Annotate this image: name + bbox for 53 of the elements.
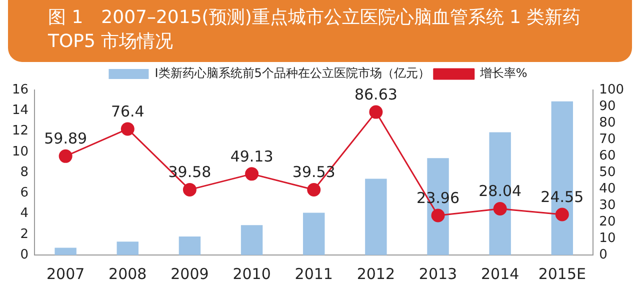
point: [182, 182, 196, 196]
bar: [116, 242, 139, 255]
y2-tick-label: 70: [599, 132, 616, 147]
data-label: 86.63: [354, 85, 398, 104]
x-tick-label: 2012: [356, 264, 396, 283]
x-tick-label: 2014: [480, 264, 520, 283]
x-tick-label: 2011: [294, 264, 333, 283]
point: [58, 149, 72, 163]
point: [555, 208, 569, 222]
y2-tick-label: 80: [599, 115, 616, 130]
x-tick-label: 2010: [232, 264, 271, 283]
point: [245, 167, 259, 181]
y-tick-label: 14: [12, 103, 29, 118]
bar: [240, 225, 263, 255]
data-label: 28.04: [478, 182, 522, 200]
y-tick-label: 12: [12, 124, 29, 139]
point: [307, 183, 321, 197]
data-label: 24.55: [540, 188, 584, 206]
data-label: 49.13: [230, 147, 274, 166]
data-label: 59.89: [44, 130, 88, 148]
legend-label: I类新药心脑系统前5个品种在公立医院市场（亿元）: [154, 66, 430, 80]
y-tick-label: 0: [20, 247, 29, 262]
y2-tick-label: 40: [599, 181, 616, 196]
point: [493, 202, 507, 216]
chart-title: 图 1 2007–2015(预测)重点城市公立医院心脑血管系统 1 类新药 TOP5 市场情况: [8, 0, 632, 62]
y2-tick-label: 10: [599, 230, 616, 246]
y2-tick-label: 0: [599, 247, 608, 262]
y-tick-label: 16: [12, 82, 29, 98]
data-label: 76.4: [110, 102, 144, 120]
bar: [178, 236, 201, 255]
legend-label: 增长率%: [478, 66, 528, 80]
y-tick-label: 4: [20, 206, 29, 222]
x-tick-label: 2013: [418, 264, 458, 283]
bar: [365, 178, 387, 255]
point: [120, 122, 134, 136]
y2-tick-label: 50: [599, 164, 616, 180]
y-tick-label: 10: [12, 144, 29, 160]
point: [369, 105, 383, 119]
y2-tick-label: 20: [599, 214, 616, 230]
x-tick-label: 2009: [170, 264, 209, 283]
y-tick-label: 8: [20, 164, 29, 180]
bar: [54, 248, 76, 255]
y2-tick-label: 30: [599, 198, 616, 213]
x-tick-label: 2015E: [538, 264, 586, 283]
y-tick-label: 6: [20, 186, 29, 200]
bar: [303, 212, 325, 255]
y-tick-label: 2: [20, 226, 29, 242]
y2-tick-label: 100: [599, 82, 624, 98]
x-tick-label: 2007: [46, 264, 85, 283]
y2-tick-label: 60: [599, 148, 616, 164]
y2-tick-label: 90: [599, 98, 616, 114]
point: [431, 208, 445, 222]
x-tick-label: 2008: [108, 264, 147, 283]
